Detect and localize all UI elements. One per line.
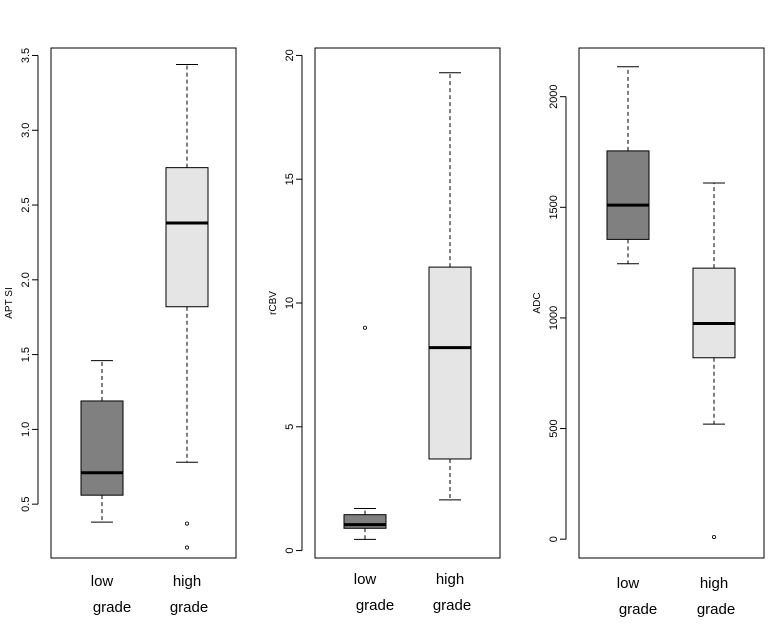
category-label-line2: grade <box>697 601 735 618</box>
iqr-box <box>692 267 736 359</box>
y-tick-label: 2.5 <box>20 197 32 212</box>
category-label-line2: grade <box>170 599 208 616</box>
y-axis-label: APT SI <box>4 287 15 319</box>
category-label-line2: grade <box>619 601 657 618</box>
panel-2: 0 5 10 15 20 rCBV low grade high grade <box>268 47 501 614</box>
y-tick-label: 3.5 <box>20 48 32 63</box>
y-tick-label: 2000 <box>548 84 560 108</box>
y-tick-label: 0 <box>548 536 560 542</box>
plot-frame <box>578 47 765 559</box>
iqr-box <box>343 514 387 529</box>
box-1 <box>606 66 650 265</box>
y-tick-label: 20 <box>284 49 296 61</box>
outlier-point <box>184 521 189 526</box>
category-label-line1: low <box>354 571 377 588</box>
outlier-point <box>712 534 717 539</box>
box-1 <box>80 360 124 523</box>
iqr-box <box>428 266 472 460</box>
box-2 <box>692 182 736 539</box>
category-label-line1: low <box>617 575 640 592</box>
outlier-point <box>184 545 189 550</box>
iqr-box <box>165 167 209 308</box>
outlier-point <box>362 325 367 330</box>
category-label-line2: grade <box>356 597 394 614</box>
category-label-line1: high <box>173 573 201 590</box>
y-tick-label: 10 <box>284 297 296 309</box>
plot-frame <box>314 47 501 559</box>
box-2 <box>428 72 472 501</box>
category-label-line2: grade <box>93 599 131 616</box>
iqr-box <box>606 150 650 240</box>
y-tick-label: 1.5 <box>20 347 32 362</box>
y-tick-label: 0.5 <box>20 497 32 512</box>
plot-frame <box>50 47 237 559</box>
y-tick-label: 2.0 <box>20 272 32 287</box>
category-label-line1: low <box>91 573 114 590</box>
category-label-line1: high <box>436 571 464 588</box>
category-label-line1: high <box>700 575 728 592</box>
panel-1: 0.5 1.0 1.5 2.0 2.5 3.0 3.5 APT SI low grade high g… <box>4 47 237 616</box>
y-tick-label: 3.0 <box>20 123 32 138</box>
y-axis-label: ADC <box>532 292 543 313</box>
category-label-line2: grade <box>433 597 471 614</box>
y-tick-label: 0 <box>284 548 296 554</box>
y-tick-label: 15 <box>284 173 296 185</box>
y-axis-label: rCBV <box>268 291 279 315</box>
y-tick-label: 500 <box>548 419 560 437</box>
y-tick-label: 1.0 <box>20 422 32 437</box>
y-tick-label: 5 <box>284 424 296 430</box>
box-1 <box>343 325 387 540</box>
y-tick-label: 1500 <box>548 195 560 219</box>
box-2 <box>165 63 209 550</box>
panel-3: 0 500 1000 1500 2000 ADC low grade high grade <box>532 47 765 618</box>
iqr-box <box>80 400 124 496</box>
y-tick-label: 1000 <box>548 306 560 330</box>
